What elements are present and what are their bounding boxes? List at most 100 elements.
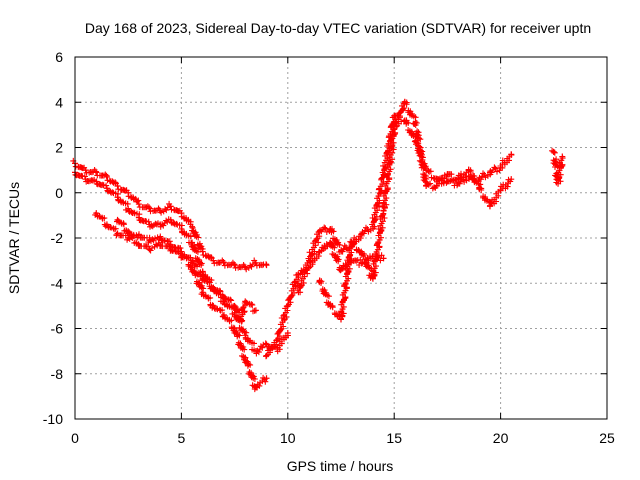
data-point xyxy=(242,354,249,361)
data-point xyxy=(103,221,110,228)
data-point xyxy=(231,325,238,332)
series-track-3 xyxy=(92,210,270,393)
y-tick-label: 4 xyxy=(55,94,63,110)
data-point xyxy=(157,235,164,241)
data-point xyxy=(242,332,249,339)
data-point xyxy=(497,187,504,194)
data-point xyxy=(231,302,238,309)
series-track-8 xyxy=(549,147,566,187)
data-point xyxy=(412,119,419,126)
data-points xyxy=(70,98,566,393)
data-point xyxy=(263,341,270,348)
x-tick-label: 20 xyxy=(493,430,509,446)
data-point xyxy=(433,182,440,189)
data-point xyxy=(369,223,376,230)
data-point xyxy=(103,185,110,192)
data-point xyxy=(338,316,344,323)
data-point xyxy=(125,189,132,196)
data-point xyxy=(423,167,430,174)
data-point xyxy=(242,264,249,271)
y-tick-label: -6 xyxy=(51,321,64,337)
series-trail xyxy=(114,218,258,324)
data-point xyxy=(444,178,451,185)
data-point xyxy=(559,153,566,160)
data-point xyxy=(210,302,217,309)
data-point xyxy=(284,302,291,309)
data-point xyxy=(316,228,323,235)
data-point xyxy=(465,173,472,180)
x-tick-label: 25 xyxy=(599,430,615,446)
data-point xyxy=(178,225,185,232)
data-point xyxy=(135,241,142,248)
data-point xyxy=(274,345,281,352)
data-point xyxy=(423,182,430,189)
series-track-7 xyxy=(316,98,515,323)
data-point xyxy=(220,259,227,266)
y-tick-label: -2 xyxy=(51,230,64,246)
data-point xyxy=(103,173,110,180)
data-point xyxy=(178,253,185,260)
x-axis-label: GPS time / hours xyxy=(287,458,394,474)
data-point xyxy=(391,126,398,133)
data-point xyxy=(125,205,132,212)
data-point xyxy=(189,223,196,230)
data-point xyxy=(167,246,174,253)
data-point xyxy=(189,239,196,246)
x-tick-label: 5 xyxy=(178,430,186,446)
series-trail xyxy=(92,211,269,393)
data-point xyxy=(380,207,387,214)
data-point xyxy=(486,169,493,176)
y-tick-label: -8 xyxy=(51,366,64,382)
data-point xyxy=(135,214,142,221)
series-trail xyxy=(70,157,270,273)
data-point xyxy=(327,225,334,232)
series-track-4 xyxy=(114,216,259,324)
data-point xyxy=(146,246,153,253)
data-point xyxy=(263,352,270,359)
data-point xyxy=(550,149,557,156)
data-point xyxy=(114,216,121,223)
data-point xyxy=(369,275,376,282)
data-point xyxy=(263,375,270,382)
data-point xyxy=(401,99,408,106)
data-point xyxy=(237,316,244,323)
data-point xyxy=(157,207,164,214)
data-point xyxy=(93,169,100,176)
data-point xyxy=(135,201,142,208)
y-tick-label: 2 xyxy=(55,140,63,156)
data-point xyxy=(508,151,515,158)
data-point xyxy=(93,210,100,217)
data-point xyxy=(316,277,323,284)
data-point xyxy=(486,203,493,210)
data-point xyxy=(199,275,206,282)
data-point xyxy=(167,203,174,210)
data-point xyxy=(125,235,132,241)
chart-title: Day 168 of 2023, Sidereal Day-to-day VTE… xyxy=(85,20,591,36)
data-point xyxy=(231,262,238,269)
y-tick-label: 6 xyxy=(55,49,63,65)
data-point xyxy=(242,298,249,305)
y-tick-label: 0 xyxy=(55,185,63,201)
data-point xyxy=(327,239,334,246)
data-point xyxy=(210,257,217,264)
data-point xyxy=(338,248,344,255)
axis-ticks: 0 5 10 15 20 25 -10 -8 -6 -4 -2 0 2 4 6 xyxy=(43,49,615,446)
data-point xyxy=(114,182,121,189)
data-point xyxy=(252,259,259,266)
data-point xyxy=(316,248,323,255)
data-point xyxy=(146,205,153,212)
data-point xyxy=(359,230,366,237)
x-tick-label: 10 xyxy=(280,430,296,446)
data-point xyxy=(220,311,227,318)
series-track-6 xyxy=(294,112,515,296)
data-point xyxy=(555,180,562,187)
data-point xyxy=(220,293,227,300)
data-point xyxy=(167,216,174,223)
data-point xyxy=(82,167,89,174)
data-point xyxy=(252,307,259,314)
y-tick-label: -4 xyxy=(51,275,64,291)
data-point xyxy=(327,302,334,309)
data-point xyxy=(263,262,270,269)
